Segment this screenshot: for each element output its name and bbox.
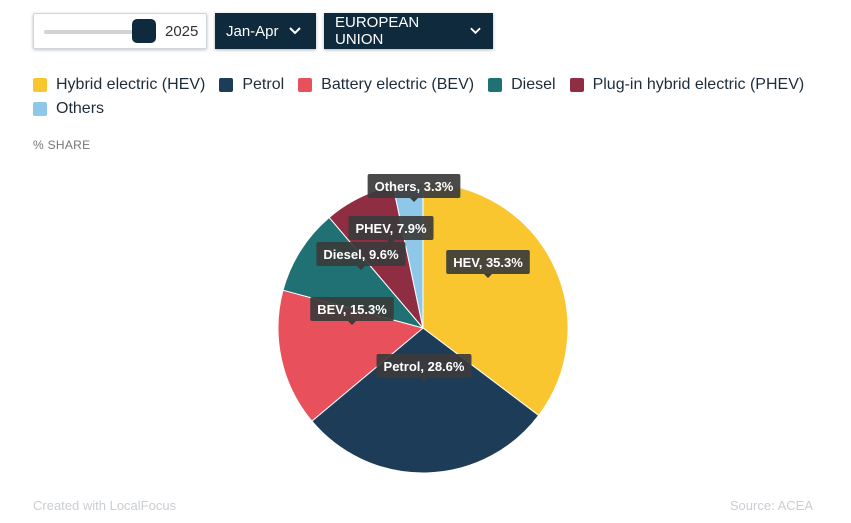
- data-label-text: HEV, 35.3%: [453, 255, 523, 270]
- chevron-down-icon: [470, 27, 481, 35]
- legend-item-diesel[interactable]: Diesel: [488, 76, 556, 94]
- legend-label: Hybrid electric (HEV): [56, 76, 206, 93]
- chart-legend: Hybrid electric (HEV) Petrol Battery ele…: [33, 73, 833, 121]
- legend-label: Battery electric (BEV): [321, 76, 475, 93]
- data-label-others: Others, 3.3%: [367, 174, 461, 202]
- legend-label: Plug-in hybrid electric (PHEV): [592, 76, 805, 93]
- legend-swatch: [569, 78, 584, 92]
- data-label-box: [376, 354, 472, 378]
- data-label-text: Others, 3.3%: [375, 179, 454, 194]
- data-label-pointer: [357, 266, 365, 270]
- region-dropdown-label: EUROPEAN UNION: [335, 14, 420, 48]
- data-label-box: [367, 174, 461, 198]
- data-label-phev: PHEV, 7.9%: [348, 216, 434, 244]
- pie-slice-bev[interactable]: [277, 289, 425, 422]
- data-label-text: Diesel, 9.6%: [323, 247, 399, 262]
- legend-item-phev[interactable]: Plug-in hybrid electric (PHEV): [569, 76, 805, 94]
- legend-item-petrol[interactable]: Petrol: [219, 76, 284, 94]
- chart-controls: 2025 Jan-Apr EUROPEAN UNION: [33, 13, 493, 49]
- data-label-petrol: Petrol, 28.6%: [376, 354, 472, 382]
- pie-slice-hev[interactable]: [422, 182, 569, 417]
- data-label-bev: BEV, 15.3%: [310, 297, 394, 325]
- data-label-text: PHEV, 7.9%: [355, 221, 427, 236]
- credit-text: Created with LocalFocus: [33, 498, 177, 513]
- data-label-pointer: [420, 378, 428, 382]
- slider-track[interactable]: [44, 30, 144, 34]
- legend-label: Petrol: [242, 76, 285, 93]
- data-label-box: [310, 297, 394, 321]
- legend-swatch: [488, 78, 503, 92]
- legend-item-others[interactable]: Others: [33, 100, 104, 118]
- legend-swatch: [33, 102, 47, 116]
- data-label-text: Petrol, 28.6%: [384, 359, 465, 374]
- legend-swatch: [298, 78, 313, 92]
- data-label-pointer: [348, 321, 356, 325]
- pie-slice-petrol[interactable]: [311, 327, 540, 474]
- data-label-pointer: [410, 198, 418, 202]
- period-dropdown[interactable]: Jan-Apr: [215, 13, 316, 49]
- period-dropdown-label: Jan-Apr: [226, 22, 279, 40]
- data-label-box: [446, 250, 530, 274]
- data-label-pointer: [484, 274, 492, 278]
- legend-label: Diesel: [511, 76, 556, 93]
- year-slider[interactable]: 2025: [33, 13, 207, 49]
- year-value: 2025: [165, 23, 199, 40]
- source-text: Source: ACEA: [729, 498, 813, 513]
- data-label-text: BEV, 15.3%: [317, 302, 387, 317]
- data-label-box: [348, 216, 434, 240]
- chevron-down-icon: [288, 27, 301, 35]
- region-dropdown[interactable]: EUROPEAN UNION: [324, 13, 493, 49]
- pie-data-labels: HEV, 35.3% Petrol, 28.6% BEV, 15.3% Diesel,…: [310, 174, 530, 382]
- slider-handle[interactable]: [132, 19, 156, 43]
- legend-item-bev[interactable]: Battery electric (BEV): [298, 76, 474, 94]
- legend-swatch: [33, 78, 47, 92]
- y-axis-label: % SHARE: [33, 138, 91, 152]
- data-label-pointer: [387, 240, 395, 244]
- data-label-diesel: Diesel, 9.6%: [316, 242, 406, 270]
- legend-swatch: [219, 78, 234, 92]
- legend-label: Others: [56, 100, 105, 117]
- legend-item-hev[interactable]: Hybrid electric (HEV): [33, 76, 205, 94]
- legend-row: Others: [33, 97, 833, 121]
- data-label-hev: HEV, 35.3%: [446, 250, 530, 278]
- legend-row: Hybrid electric (HEV) Petrol Battery ele…: [33, 73, 833, 97]
- data-label-box: [316, 242, 406, 266]
